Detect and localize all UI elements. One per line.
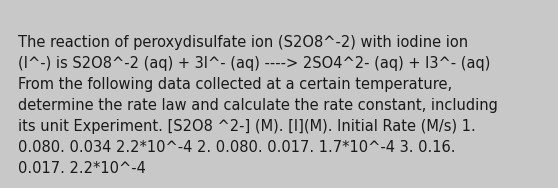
- Text: The reaction of peroxydisulfate ion (S2O8^-2) with iodine ion
(I^-) is S2O8^-2 (: The reaction of peroxydisulfate ion (S2O…: [18, 35, 498, 176]
